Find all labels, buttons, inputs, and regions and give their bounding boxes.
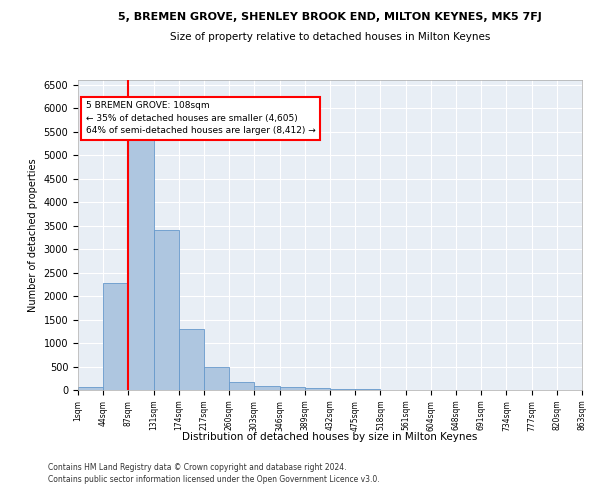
Text: Distribution of detached houses by size in Milton Keynes: Distribution of detached houses by size … — [182, 432, 478, 442]
Bar — [305, 388, 330, 390]
Bar — [103, 284, 128, 390]
Bar — [330, 389, 355, 390]
Bar — [154, 230, 179, 390]
Bar — [204, 368, 229, 390]
Bar — [254, 386, 280, 390]
Bar — [128, 135, 154, 390]
Text: 5 BREMEN GROVE: 108sqm
← 35% of detached houses are smaller (4,605)
64% of semi-: 5 BREMEN GROVE: 108sqm ← 35% of detached… — [86, 101, 316, 135]
Bar — [280, 388, 305, 390]
Bar — [78, 386, 103, 390]
Bar — [229, 382, 254, 390]
Text: Size of property relative to detached houses in Milton Keynes: Size of property relative to detached ho… — [170, 32, 490, 42]
Text: Contains public sector information licensed under the Open Government Licence v3: Contains public sector information licen… — [48, 474, 380, 484]
Y-axis label: Number of detached properties: Number of detached properties — [28, 158, 38, 312]
Text: Contains HM Land Registry data © Crown copyright and database right 2024.: Contains HM Land Registry data © Crown c… — [48, 464, 347, 472]
Bar — [179, 330, 204, 390]
Text: 5, BREMEN GROVE, SHENLEY BROOK END, MILTON KEYNES, MK5 7FJ: 5, BREMEN GROVE, SHENLEY BROOK END, MILT… — [118, 12, 542, 22]
